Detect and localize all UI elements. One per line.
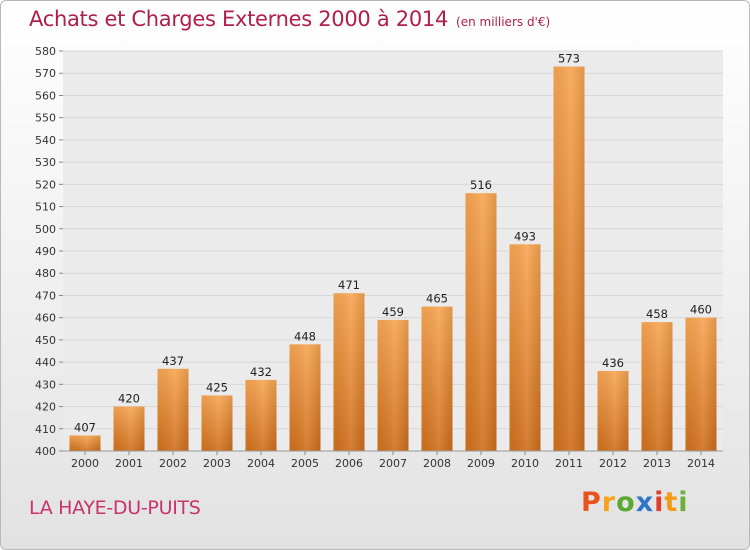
data-label-2006: 471 xyxy=(338,278,360,292)
bar-shade xyxy=(597,371,629,451)
x-tick-label-2013: 2013 xyxy=(643,457,671,470)
data-label-2007: 459 xyxy=(382,305,404,319)
x-tick-label-2008: 2008 xyxy=(423,457,451,470)
bar-shade xyxy=(509,244,541,451)
bar-shade xyxy=(69,435,101,451)
bar-shade xyxy=(377,319,409,451)
y-tick-label: 430 xyxy=(35,378,56,391)
data-label-2001: 420 xyxy=(118,392,140,406)
bar-shade xyxy=(553,66,585,452)
y-tick-label: 440 xyxy=(35,356,56,369)
data-label-2011: 573 xyxy=(558,52,580,66)
y-tick-label: 510 xyxy=(35,201,56,214)
y-tick-label: 400 xyxy=(35,445,56,458)
logo-letter: i xyxy=(654,487,665,518)
proxiti-logo[interactable]: Proxiti xyxy=(581,487,689,518)
x-tick-label-2007: 2007 xyxy=(379,457,407,470)
y-tick-label: 460 xyxy=(35,312,56,325)
chart-subtitle: (en milliers d'€) xyxy=(456,15,551,29)
y-tick-label: 530 xyxy=(35,156,56,169)
chart-title: Achats et Charges Externes 2000 à 2014 (e… xyxy=(29,7,550,31)
logo-letter: t xyxy=(664,487,679,518)
y-tick-label: 450 xyxy=(35,334,56,347)
x-tick-label-2001: 2001 xyxy=(115,457,143,470)
x-tick-label-2012: 2012 xyxy=(599,457,627,470)
y-tick-label: 570 xyxy=(35,67,56,80)
data-label-2004: 432 xyxy=(250,365,272,379)
data-label-2012: 436 xyxy=(602,356,624,370)
x-tick-label-2002: 2002 xyxy=(159,457,187,470)
bar-shade xyxy=(685,317,717,451)
data-label-2002: 437 xyxy=(162,354,184,368)
data-label-2003: 425 xyxy=(206,380,228,394)
data-label-2008: 465 xyxy=(426,292,448,306)
data-label-2014: 460 xyxy=(690,303,712,317)
logo-letter: r xyxy=(601,487,617,518)
y-tick-label: 580 xyxy=(35,45,56,58)
y-tick-label: 480 xyxy=(35,267,56,280)
bar-shade xyxy=(113,406,145,451)
y-tick-label: 540 xyxy=(35,134,56,147)
data-label-2005: 448 xyxy=(294,329,316,343)
x-tick-label-2000: 2000 xyxy=(71,457,99,470)
x-axis-ticks: 2000 2001 2002 2003 2004 2005 2006 2007 2008 2009… xyxy=(71,451,715,470)
x-tick-label-2014: 2014 xyxy=(687,457,715,470)
bar-shade xyxy=(641,322,673,451)
data-labels: 407 420 437 425 432 448 471 459 465 516 493 573 436 4… xyxy=(74,52,712,435)
x-tick-label-2006: 2006 xyxy=(335,457,363,470)
logo-letter: P xyxy=(581,487,602,518)
x-tick-label-2009: 2009 xyxy=(467,457,495,470)
bar-shade xyxy=(421,306,453,451)
data-label-2010: 493 xyxy=(514,229,536,243)
bar-shade xyxy=(289,344,321,451)
data-label-2013: 458 xyxy=(646,307,668,321)
bar-shade xyxy=(465,193,497,451)
y-tick-label: 410 xyxy=(35,423,56,436)
bar-shade xyxy=(245,379,277,451)
x-tick-label-2005: 2005 xyxy=(291,457,319,470)
data-label-2009: 516 xyxy=(470,178,492,192)
logo-letter: o xyxy=(616,487,636,518)
y-tick-label: 500 xyxy=(35,223,56,236)
y-axis-ticks: 400 410 420 430 440 450 460 470 480 490 500 510 520 5… xyxy=(35,45,63,458)
data-label-2000: 407 xyxy=(74,420,96,434)
y-tick-label: 550 xyxy=(35,112,56,125)
x-tick-label-2011: 2011 xyxy=(555,457,583,470)
logo-letter: i xyxy=(678,487,689,518)
commune-name: LA HAYE-DU-PUITS xyxy=(29,497,201,519)
x-tick-label-2010: 2010 xyxy=(511,457,539,470)
bar-shade xyxy=(201,395,233,451)
chart-title-text: Achats et Charges Externes 2000 à 2014 xyxy=(29,7,449,31)
y-tick-label: 420 xyxy=(35,401,56,414)
bar-shade xyxy=(333,293,365,451)
x-tick-label-2004: 2004 xyxy=(247,457,275,470)
y-tick-label: 470 xyxy=(35,289,56,302)
y-tick-label: 490 xyxy=(35,245,56,258)
logo-letter: x xyxy=(635,487,655,518)
y-tick-label: 520 xyxy=(35,178,56,191)
y-tick-label: 560 xyxy=(35,89,56,102)
x-tick-label-2003: 2003 xyxy=(203,457,231,470)
bar-shade xyxy=(157,368,189,451)
bars xyxy=(69,66,717,452)
